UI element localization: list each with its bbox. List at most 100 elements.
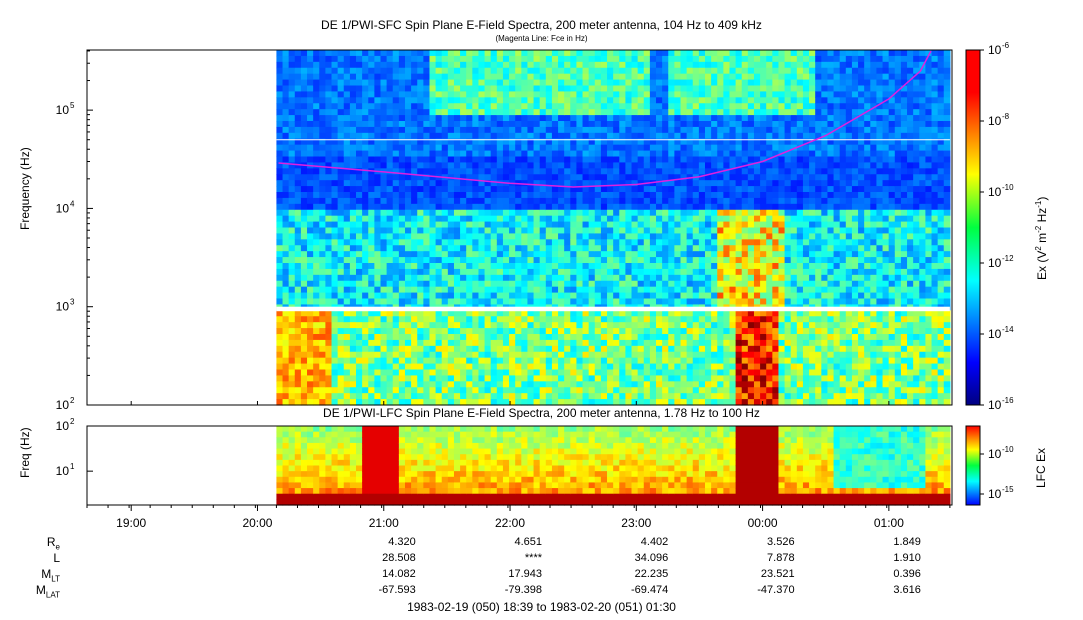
sfc-cell xyxy=(343,138,351,146)
sfc-cell xyxy=(331,209,339,217)
sfc-cell xyxy=(423,387,431,394)
sfc-cell xyxy=(711,150,718,158)
sfc-cell xyxy=(288,334,296,341)
sfc-cell xyxy=(478,150,486,158)
sfc-cell xyxy=(349,162,357,169)
sfc-cell xyxy=(545,186,553,193)
sfc-cell xyxy=(472,227,480,235)
sfc-cell xyxy=(625,144,633,152)
sfc-cell xyxy=(747,369,755,377)
sfc-cell xyxy=(423,215,431,223)
sfc-cell xyxy=(411,328,418,335)
sfc-cell xyxy=(766,339,773,347)
sfc-cell xyxy=(735,203,743,211)
sfc-cell xyxy=(674,251,682,258)
sfc-cell xyxy=(466,339,473,347)
sfc-cell xyxy=(753,121,761,128)
sfc-cell xyxy=(625,121,633,128)
sfc-cell xyxy=(398,339,406,347)
sfc-cell xyxy=(668,221,675,229)
sfc-cell xyxy=(441,115,449,122)
sfc-cell xyxy=(631,126,639,134)
sfc-cell xyxy=(594,357,602,365)
sfc-cell xyxy=(423,357,431,365)
sfc-cell xyxy=(386,251,394,258)
sfc-cell xyxy=(637,245,645,252)
sfc-cell xyxy=(374,251,382,258)
sfc-cell xyxy=(766,387,773,394)
sfc-cell xyxy=(753,197,761,205)
sfc-cell xyxy=(362,251,369,258)
sfc-cell xyxy=(741,351,749,359)
sfc-cell xyxy=(668,203,675,211)
sfc-cell xyxy=(778,257,786,264)
sfc-cell xyxy=(423,126,431,134)
sfc-cell xyxy=(466,203,473,211)
sfc-cell xyxy=(637,109,645,116)
sfc-cell xyxy=(558,292,565,300)
sfc-cell xyxy=(515,156,522,164)
sfc-cell xyxy=(466,50,473,57)
sfc-cell xyxy=(717,298,724,306)
sfc-cell xyxy=(662,180,669,187)
sfc-cell xyxy=(674,162,682,169)
sfc-cell xyxy=(515,150,522,158)
sfc-cell xyxy=(600,393,608,400)
sfc-cell xyxy=(484,109,492,116)
sfc-cell xyxy=(643,197,651,205)
sfc-cell xyxy=(460,121,467,128)
sfc-cell xyxy=(551,97,559,104)
sfc-cell xyxy=(594,144,602,152)
sfc-cell xyxy=(619,292,626,300)
sfc-cell xyxy=(313,245,320,252)
sfc-cell xyxy=(398,144,406,152)
sfc-cell xyxy=(760,357,767,365)
sfc-cell xyxy=(625,203,633,211)
sfc-cell xyxy=(778,121,786,128)
sfc-cell xyxy=(613,156,620,164)
sfc-cell xyxy=(680,192,688,199)
sfc-cell xyxy=(692,363,700,371)
sfc-cell xyxy=(662,399,669,406)
sfc-cell xyxy=(717,73,724,81)
sfc-cell xyxy=(594,156,602,164)
sfc-cell xyxy=(337,50,345,57)
sfc-cell xyxy=(386,334,394,341)
sfc-cell xyxy=(766,227,773,235)
sfc-cell xyxy=(594,109,602,116)
sfc-cell xyxy=(472,328,480,335)
sfc-cell xyxy=(551,174,559,181)
sfc-cell xyxy=(735,162,743,169)
sfc-cell xyxy=(686,274,694,282)
sfc-cell xyxy=(582,79,590,87)
sfc-cell xyxy=(619,50,626,57)
sfc-cell xyxy=(674,132,682,140)
sfc-cell xyxy=(404,162,412,169)
sfc-cell xyxy=(496,61,504,69)
sfc-cell xyxy=(502,132,510,140)
sfc-cell xyxy=(356,233,363,240)
sfc-cell xyxy=(735,144,743,152)
sfc-cell xyxy=(453,387,461,394)
sfc-cell xyxy=(760,180,767,187)
sfc-cell xyxy=(747,310,755,317)
sfc-cell xyxy=(380,334,388,341)
sfc-cell xyxy=(466,162,473,169)
sfc-cell xyxy=(558,339,565,347)
sfc-cell xyxy=(362,209,369,217)
sfc-cell xyxy=(576,393,584,400)
sfc-cell xyxy=(662,203,669,211)
sfc-cell xyxy=(435,274,443,282)
sfc-cell xyxy=(307,85,314,93)
sfc-cell xyxy=(313,363,320,371)
sfc-cell xyxy=(772,126,780,134)
sfc-cell xyxy=(778,79,786,87)
sfc-cell xyxy=(729,215,737,223)
sfc-cell xyxy=(362,239,369,246)
sfc-cell xyxy=(649,345,657,353)
sfc-cell xyxy=(331,251,339,258)
sfc-cell xyxy=(631,245,639,252)
sfc-cell xyxy=(392,310,400,317)
sfc-cell xyxy=(441,121,449,128)
sfc-cell xyxy=(509,126,516,134)
